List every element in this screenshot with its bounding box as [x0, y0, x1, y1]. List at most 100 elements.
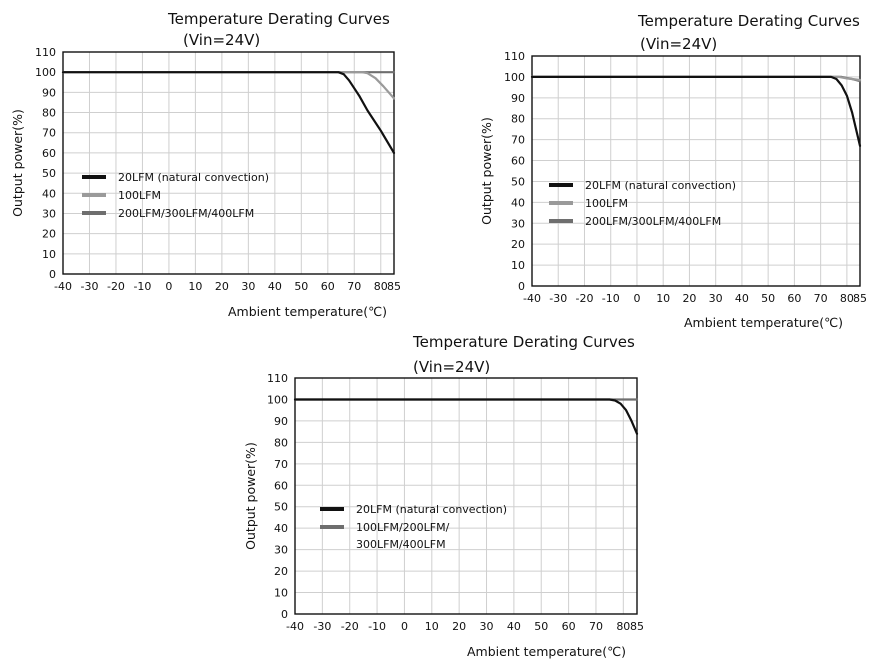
x-tick-label: 30: [480, 620, 494, 633]
x-tick-label: 40: [507, 620, 521, 633]
x-axis-label: Ambient temperature(℃): [684, 315, 843, 330]
x-tick-label: 60: [787, 292, 801, 305]
y-tick-label: 50: [511, 175, 525, 188]
y-tick-label: 30: [42, 207, 56, 220]
y-tick-label: 70: [511, 134, 525, 147]
x-tick-label: -40: [286, 620, 304, 633]
legend: 20LFM (natural convection) 100LFM 200LFM/3…: [82, 171, 269, 220]
x-tick-label: -20: [575, 292, 593, 305]
chart-title: Temperature Derating Curves: [412, 333, 635, 351]
y-tick-label: 50: [42, 167, 56, 180]
y-tick-label: 40: [42, 187, 56, 200]
x-tick-label: 20: [682, 292, 696, 305]
y-tick-label: 0: [518, 280, 525, 293]
derating-chart-2: -40 -30 -20 -10 0 10 20 30 40 50 60 70 80 85010203040…: [479, 12, 867, 330]
x-tick-label: 30: [709, 292, 723, 305]
x-tick-label: 30: [241, 280, 255, 293]
y-tick-label: 110: [504, 50, 525, 63]
derating-chart-3: -40 -30 -20 -10 0 10 20 30 40 50 60 70 80 85010203040…: [243, 333, 644, 659]
x-tick-label: 50: [294, 280, 308, 293]
x-tick-label: 70: [589, 620, 603, 633]
chart-subtitle: (Vin=24V): [413, 358, 490, 376]
y-tick-label: 20: [274, 565, 288, 578]
x-tick-label: 80: [374, 280, 388, 293]
legend-label: 200LFM/300LFM/400LFM: [585, 215, 721, 228]
x-tick-label: 80: [616, 620, 630, 633]
y-tick-label: 50: [274, 501, 288, 514]
legend-label: 100LFM/200LFM/: [356, 521, 450, 534]
x-tick-label: -10: [602, 292, 620, 305]
x-tick-label: -30: [549, 292, 567, 305]
legend-label: 20LFM (natural convection): [356, 503, 507, 516]
x-tick-label: -40: [523, 292, 541, 305]
legend: 20LFM (natural convection) 100LFM 200LFM/3…: [549, 179, 736, 228]
grid: [294, 377, 638, 615]
plot-frame: [294, 377, 638, 615]
y-tick-label: 30: [274, 544, 288, 557]
x-tick-label: 85: [853, 292, 867, 305]
y-tick-label: 60: [274, 479, 288, 492]
series-line: [530, 75, 862, 147]
x-tick-label: 70: [347, 280, 361, 293]
y-axis-label: Output power(%): [479, 117, 494, 225]
x-tick-label: 20: [452, 620, 466, 633]
plot-frame: [62, 51, 395, 275]
y-tick-label: 110: [267, 372, 288, 385]
y-tick-label: 100: [267, 393, 288, 406]
grid: [531, 55, 861, 287]
y-tick-label: 100: [504, 71, 525, 84]
legend-label: 100LFM: [118, 189, 161, 202]
y-tick-label: 110: [35, 46, 56, 59]
x-tick-label: 20: [215, 280, 229, 293]
x-tick-label: -20: [107, 280, 125, 293]
plot-frame: [531, 55, 861, 287]
y-tick-label: 70: [274, 458, 288, 471]
y-tick-label: 100: [35, 66, 56, 79]
chart-title: Temperature Derating Curves: [167, 10, 390, 28]
legend-label: 20LFM (natural convection): [585, 179, 736, 192]
x-tick-label: 0: [633, 292, 640, 305]
series-line: [61, 71, 396, 154]
y-tick-label: 0: [49, 268, 56, 281]
chart-subtitle: (Vin=24V): [640, 35, 717, 53]
x-tick-label: 10: [656, 292, 670, 305]
y-tick-label: 90: [274, 415, 288, 428]
x-tick-label: 0: [401, 620, 408, 633]
x-tick-label: -10: [133, 280, 151, 293]
x-axis-label: Ambient temperature(℃): [467, 644, 626, 659]
chart-subtitle: (Vin=24V): [183, 31, 260, 49]
x-tick-label: 40: [268, 280, 282, 293]
x-tick-label: 10: [425, 620, 439, 633]
y-tick-label: 10: [42, 248, 56, 261]
y-tick-label: 20: [42, 228, 56, 241]
y-tick-label: 90: [42, 86, 56, 99]
x-tick-label: -10: [368, 620, 386, 633]
y-tick-label: 30: [511, 217, 525, 230]
x-tick-label: 85: [387, 280, 401, 293]
x-tick-label: 0: [165, 280, 172, 293]
x-tick-label: 40: [735, 292, 749, 305]
y-tick-label: 10: [274, 587, 288, 600]
x-tick-label: 10: [188, 280, 202, 293]
y-tick-label: 70: [42, 127, 56, 140]
grid: [62, 51, 395, 275]
y-tick-label: 40: [274, 522, 288, 535]
x-tick-label: 80: [840, 292, 854, 305]
x-tick-label: 50: [534, 620, 548, 633]
x-tick-label: 70: [814, 292, 828, 305]
y-tick-label: 80: [274, 436, 288, 449]
legend-label: 100LFM: [585, 197, 628, 210]
y-axis-label: Output power(%): [10, 109, 25, 217]
x-axis-label: Ambient temperature(℃): [228, 304, 387, 319]
legend: 20LFM (natural convection) 100LFM/200LFM/…: [320, 503, 507, 551]
y-axis-label: Output power(%): [243, 442, 258, 550]
x-tick-label: -40: [54, 280, 72, 293]
x-tick-label: -30: [80, 280, 98, 293]
y-tick-label: 90: [511, 92, 525, 105]
chart-title: Temperature Derating Curves: [637, 12, 860, 30]
derating-chart-1: -40 -30 -20 -10 0 10 20 30 40 50 60 70 80 85010203040…: [10, 10, 401, 319]
y-tick-label: 80: [42, 107, 56, 120]
legend-label: 200LFM/300LFM/400LFM: [118, 207, 254, 220]
y-tick-label: 80: [511, 113, 525, 126]
